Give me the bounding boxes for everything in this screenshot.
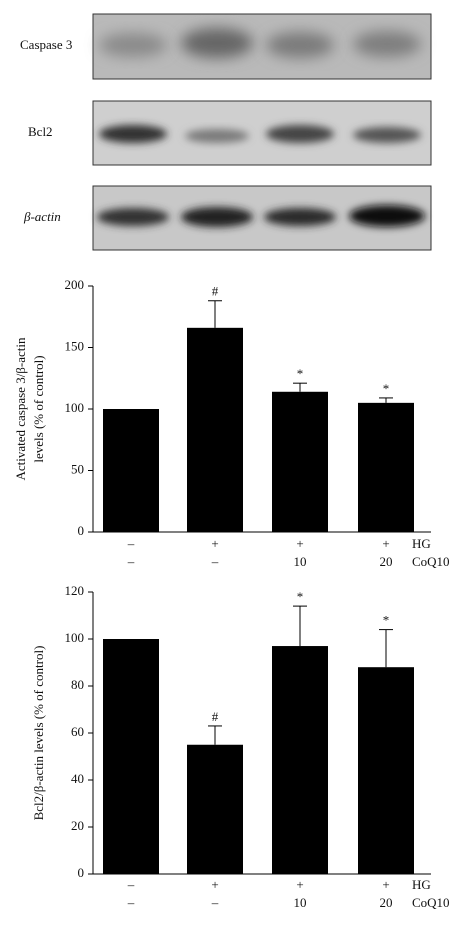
- y-tick-label: 80: [71, 677, 84, 692]
- blot-actin: [92, 185, 432, 251]
- condition-label: 10: [294, 895, 307, 910]
- blot-label: Bcl2: [28, 124, 53, 139]
- y-tick-label: 100: [65, 400, 85, 415]
- blot-bcl2: [92, 100, 432, 166]
- y-tick-label: 0: [78, 523, 85, 538]
- condition-label: –: [127, 877, 135, 892]
- annotation: #: [212, 709, 219, 724]
- y-tick-label: 200: [65, 277, 85, 292]
- bar: [272, 391, 328, 532]
- condition-name: HG: [412, 536, 431, 551]
- bar: [187, 744, 243, 874]
- y-axis-label: Activated caspase 3/β-actin: [13, 337, 28, 481]
- blot-label: Caspase 3: [20, 37, 72, 52]
- annotation: *: [383, 613, 390, 628]
- condition-label: –: [127, 554, 135, 569]
- bar: [103, 639, 159, 874]
- y-tick-label: 150: [65, 338, 85, 353]
- y-tick-label: 100: [65, 630, 85, 645]
- annotation: *: [383, 381, 390, 396]
- annotation: *: [297, 589, 304, 604]
- y-tick-label: 40: [71, 771, 84, 786]
- blot-label: β-actin: [23, 209, 61, 224]
- condition-label: –: [211, 554, 219, 569]
- condition-name: CoQ10: [412, 554, 450, 569]
- y-tick-label: 120: [65, 583, 85, 598]
- annotation: *: [297, 366, 304, 381]
- y-tick-label: 60: [71, 724, 84, 739]
- condition-label: +: [296, 536, 303, 551]
- bar: [358, 402, 414, 532]
- condition-label: –: [211, 895, 219, 910]
- condition-label: 10: [294, 554, 307, 569]
- blot-caspase3: [92, 13, 432, 80]
- condition-label: –: [127, 536, 135, 551]
- y-tick-label: 0: [78, 865, 85, 880]
- annotation: #: [212, 284, 219, 299]
- bar: [103, 409, 159, 532]
- condition-label: 20: [380, 895, 393, 910]
- condition-name: HG: [412, 877, 431, 892]
- y-tick-label: 20: [71, 818, 84, 833]
- y-axis-label: Bcl2/β-actin levels (% of control): [31, 646, 46, 821]
- condition-label: +: [211, 877, 218, 892]
- condition-label: 20: [380, 554, 393, 569]
- y-axis-label: levels (% of control): [31, 355, 46, 462]
- condition-label: +: [211, 536, 218, 551]
- condition-label: +: [382, 536, 389, 551]
- condition-label: –: [127, 895, 135, 910]
- y-tick-label: 50: [71, 461, 84, 476]
- condition-label: +: [296, 877, 303, 892]
- condition-label: +: [382, 877, 389, 892]
- bar: [272, 646, 328, 874]
- bar: [358, 667, 414, 874]
- bar: [187, 327, 243, 532]
- condition-name: CoQ10: [412, 895, 450, 910]
